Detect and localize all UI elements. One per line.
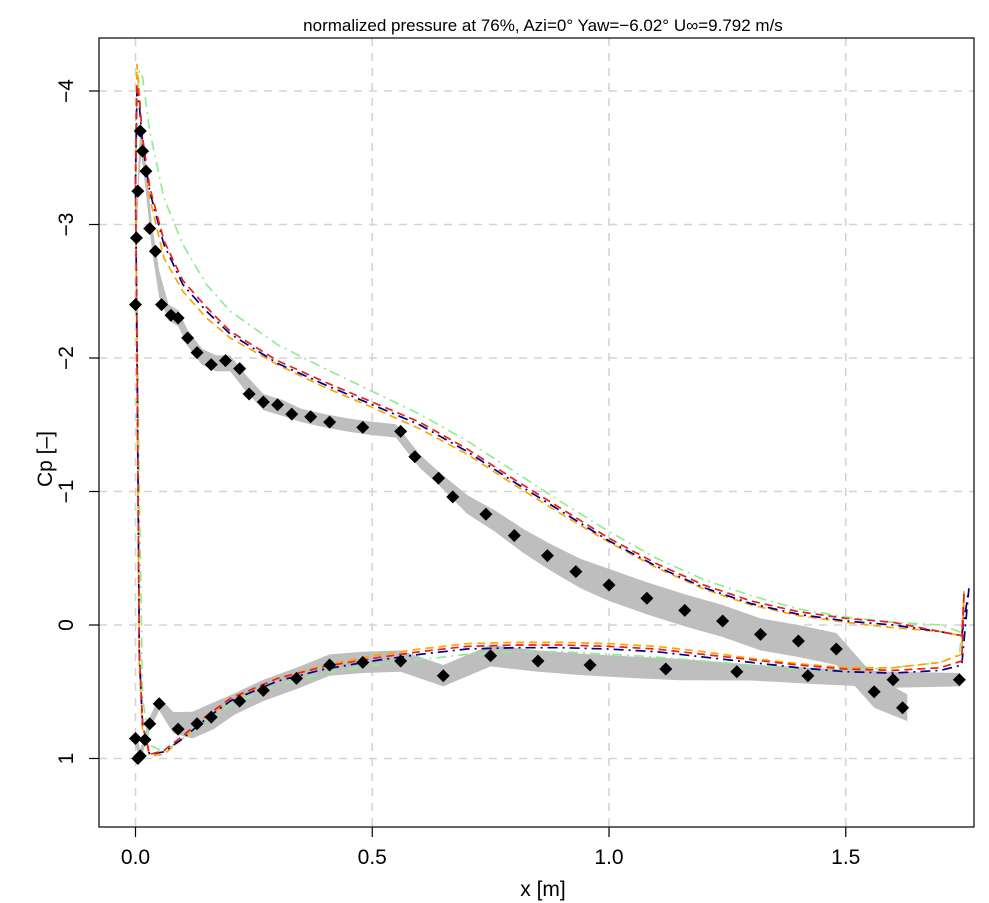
plot-frame [98, 37, 975, 828]
measurement-point [204, 358, 218, 372]
measurement-point [129, 231, 143, 245]
measurement-point [242, 387, 256, 401]
measurement-markers [129, 124, 966, 765]
measurement-point [952, 673, 966, 687]
measurement-point [678, 603, 692, 617]
chart-title: normalized pressure at 76%, Azi=0° Yaw=−… [303, 16, 783, 35]
measurement-point [304, 410, 318, 424]
measurement-point [886, 673, 900, 687]
y-tick-label: −3 [55, 213, 78, 237]
measurement-point [190, 346, 204, 360]
measurement-point [446, 490, 460, 504]
measurement-point [730, 665, 744, 679]
measurement-point [271, 398, 285, 412]
measurement-point [171, 722, 185, 736]
measurement-point [356, 655, 370, 669]
y-tick-label: 1 [55, 753, 78, 765]
x-axis-label: x [m] [520, 878, 566, 901]
measurement-point [148, 244, 162, 258]
measurement-point [436, 669, 450, 683]
x-tick-label: 0.5 [358, 846, 387, 869]
measurement-point [791, 634, 805, 648]
series-line-1 [134, 70, 963, 753]
series-line-2 [134, 63, 965, 757]
measurement-point [754, 627, 768, 641]
measurement-point [129, 298, 142, 312]
measurement-point [285, 407, 299, 421]
y-tick-label: −2 [55, 346, 78, 370]
measurement-point [143, 222, 157, 236]
measurement-point [640, 591, 654, 605]
measurement-point [171, 311, 185, 325]
measurement-point [432, 471, 446, 485]
measurement-point [408, 450, 422, 464]
uncertainty-band-upper [136, 123, 908, 722]
measurement-point [133, 749, 147, 763]
simulation-series [134, 63, 970, 757]
measurement-point [896, 701, 910, 715]
x-tick-label: 0.0 [121, 846, 150, 869]
series-line-3 [134, 90, 970, 756]
measurement-point [602, 578, 616, 592]
measurement-point [133, 124, 147, 138]
measurement-point [716, 614, 730, 628]
measurement-point [131, 184, 145, 198]
measurement-point [659, 662, 673, 676]
measurement-point [129, 731, 142, 745]
measurement-point [204, 710, 218, 724]
measurement-point [829, 642, 843, 656]
measurement-point [801, 669, 815, 683]
x-tick-label: 1.0 [594, 846, 623, 869]
measurement-point [139, 164, 153, 178]
measurement-point [867, 685, 881, 699]
measurement-point [569, 565, 583, 579]
x-axis: 0.0 0.5 1.0 1.5 [121, 827, 860, 869]
measurement-point [484, 649, 498, 663]
measurement-point [356, 420, 370, 434]
uncertainty-band-lower [135, 645, 960, 763]
uncertainty-band [135, 123, 960, 763]
measurement-point [190, 717, 204, 731]
x-tick-label: 1.5 [831, 846, 860, 869]
y-axis-label: Cp [–] [34, 431, 57, 487]
y-tick-label: −4 [55, 79, 78, 103]
series-line-4 [134, 83, 965, 756]
measurement-point [323, 415, 337, 429]
measurement-point [143, 717, 157, 731]
measurement-point [181, 331, 195, 345]
measurement-point [256, 395, 270, 409]
measurement-point [394, 424, 408, 438]
measurement-point [233, 362, 247, 376]
measurement-point [540, 549, 554, 563]
measurement-point [479, 507, 493, 521]
y-axis: −4 −3 −2 −1 0 1 [55, 79, 99, 765]
measurement-point [155, 298, 169, 312]
measurement-point [583, 658, 597, 672]
measurement-point [507, 529, 521, 543]
measurement-point [138, 733, 152, 747]
y-tick-label: 0 [55, 619, 78, 631]
measurement-point [136, 144, 150, 158]
measurement-point [394, 654, 408, 668]
y-tick-label: −1 [55, 480, 78, 504]
measurement-point [233, 694, 247, 708]
measurement-point [256, 683, 270, 697]
measurement-point [323, 658, 337, 672]
measurement-point [218, 354, 232, 368]
measurement-point [152, 697, 166, 711]
measurement-point [289, 671, 303, 685]
measurement-point [531, 654, 545, 668]
